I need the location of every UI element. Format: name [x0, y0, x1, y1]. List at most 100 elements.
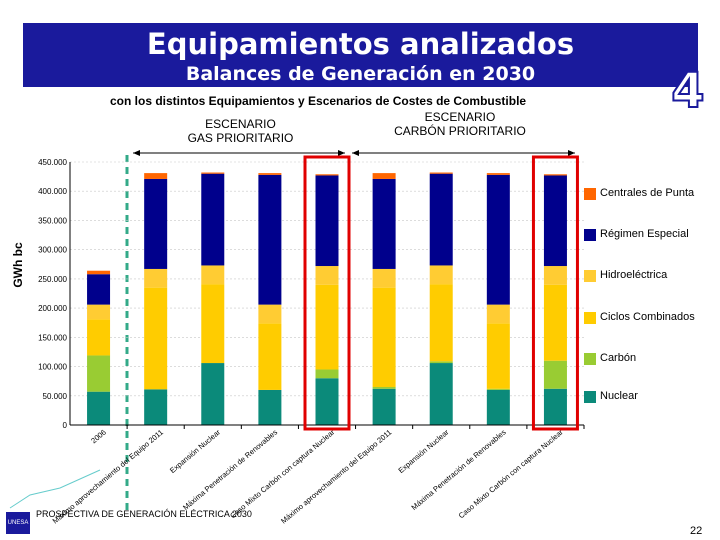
bar-segment-carbon [315, 369, 339, 379]
title-banner: Equipamientos analizados Balances de Gen… [23, 23, 698, 87]
bar-segment-puntas [87, 270, 111, 275]
bar-segment-carbon [372, 387, 396, 389]
x-category-label: 2006 [89, 428, 108, 446]
x-category-label: Caso Mixto Carbón con captura Nuclear [457, 427, 565, 520]
bar-segment-hidro [372, 268, 396, 288]
bar-segment-puntas [201, 172, 225, 174]
y-tick-label: 450.000 [38, 158, 67, 167]
x-category-label: Máxima Penetración de Renovables [410, 427, 508, 512]
bar-segment-regimen [315, 175, 339, 267]
bar-segment-regimen [87, 274, 111, 305]
bar-segment-nuclear [315, 378, 339, 425]
scenario-coal-line2: CARBÓN PRIORITARIO [394, 124, 526, 138]
bar-segment-ciclos [372, 287, 396, 388]
stacked-bars [87, 172, 567, 425]
bar-segment-nuclear [258, 389, 282, 425]
bar-segment-regimen [543, 175, 567, 267]
legend-swatch-nuclear [584, 391, 596, 403]
bar-segment-carbon [87, 355, 111, 392]
bar-segment-regimen [486, 174, 510, 305]
bar-segment-hidro [144, 268, 168, 288]
scenario-gas-line2: GAS PRIORITARIO [187, 131, 294, 145]
bar-segment-ciclos [201, 284, 225, 364]
y-axis-label: GWh bc [11, 242, 25, 288]
y-tick-label: 100.000 [38, 363, 67, 372]
legend-label-puntas: Centrales de Punta [600, 187, 695, 199]
x-category-label: Expansión Nuclear [396, 427, 450, 475]
highlight-box [531, 155, 579, 431]
y-tick-label: 0 [63, 421, 68, 430]
bar-segment-carbon [486, 388, 510, 390]
legend-swatch-carbon [584, 353, 596, 365]
legend-swatch-regimen [584, 229, 596, 241]
bar-segment-ciclos [258, 323, 282, 390]
legend-label-carbon: Carbón [600, 352, 637, 364]
bar-segment-carbon [429, 361, 453, 364]
page-number: 22 [690, 525, 703, 537]
bar-segment-hidro [201, 265, 225, 285]
slide-subtitle: Balances de Generación en 2030 [185, 63, 536, 85]
bar-segment-regimen [429, 173, 453, 266]
bar-segment-puntas [543, 174, 567, 176]
x-category-label: Expansión Nuclear [168, 427, 222, 475]
scenario-coal-line1: ESCENARIO [424, 110, 496, 124]
scenario-coal-arrowhead-left [352, 150, 359, 156]
bar-segment-hidro [429, 265, 453, 285]
legend-swatch-puntas [584, 188, 596, 200]
legend-label-regimen: Régimen Especial [600, 228, 689, 240]
y-axis: 0 50.000 100.000 150.000 200.000 250.000 300.0… [11, 158, 71, 430]
highlight-boxes [303, 155, 579, 431]
bar-segment-ciclos [543, 284, 567, 361]
y-tick-label: 400.000 [38, 187, 67, 196]
bar-segment-hidro [258, 304, 282, 324]
legend-label-hidro: Hidroeléctrica [600, 269, 668, 281]
bar-segment-nuclear [429, 363, 453, 425]
bar-segment-ciclos [486, 323, 510, 389]
legend-label-nuclear: Nuclear [600, 390, 638, 402]
bar-segment-puntas [315, 174, 339, 176]
chart-description: con los distintos Equipamientos y Escena… [110, 94, 527, 108]
footer-text: PROSPECTIVA DE GENERACIÓN ELÉCTRICA 2030 [36, 509, 252, 519]
scenario-coal-arrowhead-right [568, 150, 575, 156]
bar-segment-regimen [201, 173, 225, 266]
bar-segment-nuclear [486, 389, 510, 425]
bar-segment-puntas [258, 173, 282, 175]
bar-segment-nuclear [87, 391, 111, 425]
highlight-box [303, 155, 351, 431]
y-tick-label: 150.000 [38, 333, 67, 342]
x-category-label: Máximo aprovechamiento del Equipo 2011 [279, 428, 393, 526]
y-tick-label: 50.000 [43, 392, 68, 401]
bar-segment-regimen [144, 178, 168, 269]
legend-swatch-ciclos [584, 312, 596, 324]
bar-segment-nuclear [144, 389, 168, 425]
bar-segment-puntas [372, 173, 396, 179]
bar-segment-ciclos [429, 284, 453, 362]
scenario-gas-arrowhead-right [338, 150, 345, 156]
legend-swatch-hidro [584, 270, 596, 282]
slide-title: Equipamientos analizados [146, 27, 575, 61]
bar-segment-nuclear [543, 388, 567, 425]
scenario-gas-label: ESCENARIO GAS PRIORITARIO [168, 117, 313, 145]
legend-label-ciclos: Ciclos Combinados [600, 311, 695, 323]
bar-segment-hidro [486, 304, 510, 324]
bar-segment-carbon [543, 360, 567, 389]
bar-segment-ciclos [144, 287, 168, 390]
bar-segment-hidro [315, 266, 339, 285]
bar-segment-puntas [429, 172, 453, 174]
decorative-curve [9, 469, 101, 509]
bar-segment-nuclear [372, 388, 396, 425]
bar-segment-hidro [87, 304, 111, 320]
unesa-logo: UNESA [6, 512, 30, 534]
bar-segment-regimen [372, 178, 396, 269]
y-tick-label: 300.000 [38, 246, 67, 255]
section-number-badge: 4 [670, 63, 705, 119]
bar-segment-puntas [144, 173, 168, 179]
bar-segment-regimen [258, 174, 282, 305]
y-tick-label: 250.000 [38, 275, 67, 284]
x-category-label: Caso Mixto Carbón con captura Nuclear [228, 427, 336, 520]
y-tick-label: 200.000 [38, 304, 67, 313]
scenario-coal-label: ESCENARIO CARBÓN PRIORITARIO [370, 110, 550, 138]
bar-segment-puntas [486, 173, 510, 175]
bar-segment-hidro [543, 266, 567, 285]
